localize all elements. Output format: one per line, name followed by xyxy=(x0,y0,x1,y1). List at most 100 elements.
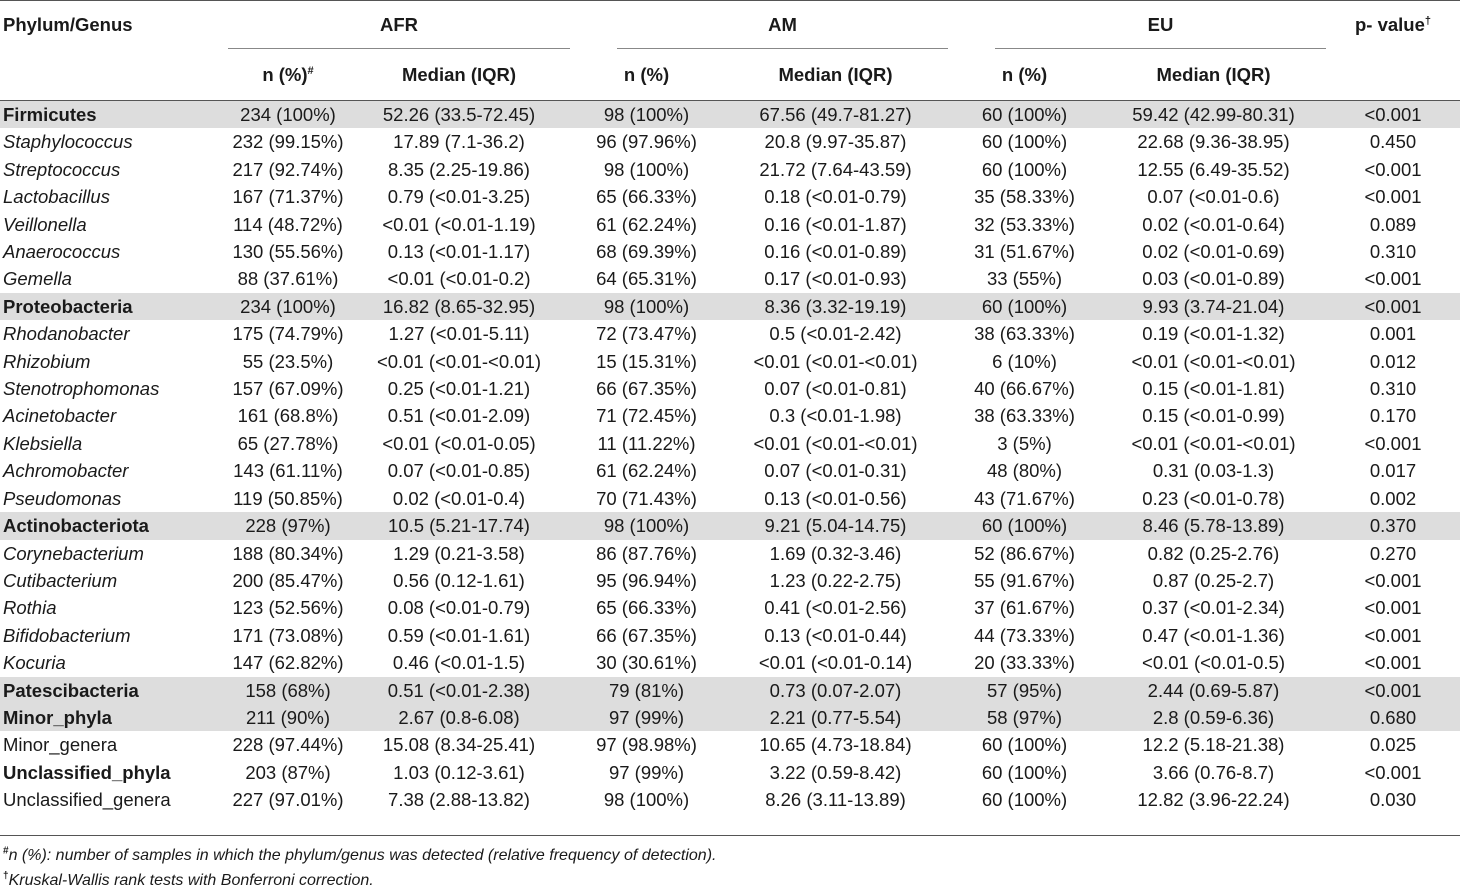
eu-median-cell: 0.02 (<0.01-0.64) xyxy=(1142,213,1285,235)
eu-n-cell: 60 (100%) xyxy=(948,292,1101,321)
am-n-cell: 65 (66.33%) xyxy=(596,597,697,619)
afr-median-cell: 0.25 (<0.01-1.21) xyxy=(387,378,531,400)
afr-median-cell: 7.38 (2.88-13.82) xyxy=(388,789,530,811)
am-n-header: n (%) xyxy=(570,49,723,101)
am-n-cell: 98 (100%) xyxy=(570,512,723,540)
genus-row: Rhizobium 55 (23.5%) <0.01 (<0.01-<0.01) 15… xyxy=(0,348,1460,375)
p-value-cell: <0.001 xyxy=(1364,597,1422,619)
row-name: Rothia xyxy=(3,597,57,619)
row-name: Gemella xyxy=(3,268,72,290)
phylum-row: Patescibacteria 158 (68%) 0.51 (<0.01-2.38… xyxy=(0,676,1460,704)
am-n-cell: 97 (99%) xyxy=(608,761,685,783)
am-median-cell: 0.07 (<0.01-0.81) xyxy=(764,378,907,400)
eu-n-cell: 60 (100%) xyxy=(981,734,1068,756)
eu-median-cell: 9.93 (3.74-21.04) xyxy=(1101,292,1327,321)
genus-row: Pseudomonas 119 (50.85%) 0.02 (<0.01-0.4) 7… xyxy=(0,485,1460,512)
am-n-cell: 70 (71.43%) xyxy=(596,487,697,509)
am-median-cell: 10.65 (4.73-18.84) xyxy=(759,734,912,756)
genus-row: Corynebacterium 188 (80.34%) 1.29 (0.21-3.… xyxy=(0,540,1460,567)
phylum-row: Minor_phyla 211 (90%) 2.67 (0.8-6.08) 97 (9… xyxy=(0,703,1460,732)
phylum-row: Proteobacteria 234 (100%) 16.82 (8.65-32.9… xyxy=(0,292,1460,321)
afr-median-cell: 0.59 (<0.01-1.61) xyxy=(387,624,531,646)
eu-n-cell: 55 (91.67%) xyxy=(974,569,1075,591)
eu-group-header: EU xyxy=(1147,14,1174,35)
eu-median-cell: 2.44 (0.69-5.87) xyxy=(1101,676,1327,704)
eu-median-cell: <0.01 (<0.01-0.5) xyxy=(1142,652,1285,674)
genus-row: Gemella 88 (37.61%) <0.01 (<0.01-0.2) 64 (6… xyxy=(0,265,1460,292)
afr-median-cell: 17.89 (7.1-36.2) xyxy=(393,131,525,153)
footnotes: #n (%): number of samples in which the p… xyxy=(3,843,716,893)
eu-n-cell: 60 (100%) xyxy=(948,512,1101,540)
p-value-cell: 0.310 xyxy=(1369,241,1417,263)
am-median-cell: 0.13 (<0.01-0.44) xyxy=(764,624,907,646)
eu-n-cell: 33 (55%) xyxy=(986,268,1063,290)
am-n-cell: 98 (100%) xyxy=(570,292,723,321)
eu-median-header: Median (IQR) xyxy=(1101,49,1327,101)
eu-n-cell: 37 (61.67%) xyxy=(974,597,1075,619)
eu-median-cell: <0.01 (<0.01-<0.01) xyxy=(1131,432,1296,454)
afr-median-cell: 0.02 (<0.01-0.4) xyxy=(392,487,526,509)
afr-n-cell: 147 (62.82%) xyxy=(232,652,344,674)
afr-n-cell: 217 (92.74%) xyxy=(232,158,344,180)
genus-row: Staphylococcus 232 (99.15%) 17.89 (7.1-36.… xyxy=(0,128,1460,155)
afr-n-cell: 157 (67.09%) xyxy=(232,378,344,400)
genus-row: Veillonella 114 (48.72%) <0.01 (<0.01-1.19… xyxy=(0,211,1460,238)
am-median-cell: 8.36 (3.32-19.19) xyxy=(723,292,948,321)
p-value-cell: <0.001 xyxy=(1364,186,1422,208)
afr-n-cell: 234 (100%) xyxy=(228,292,348,321)
eu-n-header: n (%) xyxy=(948,49,1101,101)
row-name: Staphylococcus xyxy=(3,131,133,153)
eu-n-cell: 48 (80%) xyxy=(986,460,1063,482)
afr-median-cell: 1.27 (<0.01-5.11) xyxy=(388,323,530,345)
phylum-row: Minor_genera 228 (97.44%) 15.08 (8.34-25.4… xyxy=(0,731,1460,758)
am-n-cell: 96 (97.96%) xyxy=(596,131,697,153)
p-value-cell: 0.002 xyxy=(1369,487,1417,509)
row-name: Streptococcus xyxy=(3,158,121,180)
am-median-cell: <0.01 (<0.01-<0.01) xyxy=(753,350,918,372)
afr-median-cell: <0.01 (<0.01-0.2) xyxy=(387,268,531,290)
p-value-cell: <0.001 xyxy=(1364,624,1422,646)
row-name: Bifidobacterium xyxy=(3,624,131,646)
afr-median-cell: 0.46 (<0.01-1.5) xyxy=(392,652,526,674)
afr-median-cell: <0.01 (<0.01-1.19) xyxy=(382,213,536,235)
row-name: Achromobacter xyxy=(3,460,129,482)
am-median-cell: 0.07 (<0.01-0.31) xyxy=(764,460,907,482)
afr-n-cell: 188 (80.34%) xyxy=(232,542,344,564)
p-value-cell: 0.310 xyxy=(1369,378,1417,400)
eu-median-cell: 0.19 (<0.01-1.32) xyxy=(1142,323,1285,345)
am-group-rule xyxy=(617,48,948,49)
afr-n-cell: 119 (50.85%) xyxy=(233,487,343,509)
eu-n-cell: 32 (53.33%) xyxy=(974,213,1075,235)
eu-median-cell: 22.68 (9.36-38.95) xyxy=(1137,131,1290,153)
afr-n-cell: 211 (90%) xyxy=(228,703,348,732)
header-row-groups: Phylum/Genus AFR AM EU p- value† xyxy=(0,1,1460,49)
afr-n-cell: 167 (71.37%) xyxy=(232,186,344,208)
am-n-cell: 15 (15.31%) xyxy=(596,350,697,372)
afr-n-cell: 130 (55.56%) xyxy=(232,241,344,263)
afr-median-header: Median (IQR) xyxy=(348,49,570,101)
afr-n-cell: 55 (23.5%) xyxy=(242,350,334,372)
am-n-cell: 66 (67.35%) xyxy=(596,624,697,646)
table-body: Firmicutes 234 (100%) 52.26 (33.5-72.45) 98… xyxy=(0,100,1460,814)
am-median-cell: 67.56 (49.7-81.27) xyxy=(723,100,948,129)
eu-n-cell: 60 (100%) xyxy=(981,131,1068,153)
afr-median-cell: 0.08 (<0.01-0.79) xyxy=(387,597,531,619)
genus-row: Klebsiella 65 (27.78%) <0.01 (<0.01-0.05) 1… xyxy=(0,430,1460,457)
genus-row: Acinetobacter 161 (68.8%) 0.51 (<0.01-2.09… xyxy=(0,402,1460,429)
am-group-header: AM xyxy=(768,14,797,35)
p-value-cell: 0.025 xyxy=(1369,734,1417,756)
eu-median-cell: 0.47 (<0.01-1.36) xyxy=(1142,624,1285,646)
am-n-cell: 11 (11.22%) xyxy=(597,432,696,454)
am-median-cell: 0.17 (<0.01-0.93) xyxy=(764,268,907,290)
afr-median-cell: <0.01 (<0.01-<0.01) xyxy=(376,350,542,372)
am-n-cell: 61 (62.24%) xyxy=(596,460,697,482)
eu-n-cell: 31 (51.67%) xyxy=(974,241,1075,263)
am-n-cell: 64 (65.31%) xyxy=(596,268,697,290)
abundance-table: Phylum/Genus AFR AM EU p- value† n (%)# … xyxy=(0,1,1460,814)
afr-n-cell: 228 (97.44%) xyxy=(232,734,344,756)
row-name: Veillonella xyxy=(3,213,87,235)
eu-n-cell: 58 (97%) xyxy=(948,703,1101,732)
row-name: Unclassified_genera xyxy=(3,789,171,811)
eu-n-cell: 6 (10%) xyxy=(992,350,1057,372)
